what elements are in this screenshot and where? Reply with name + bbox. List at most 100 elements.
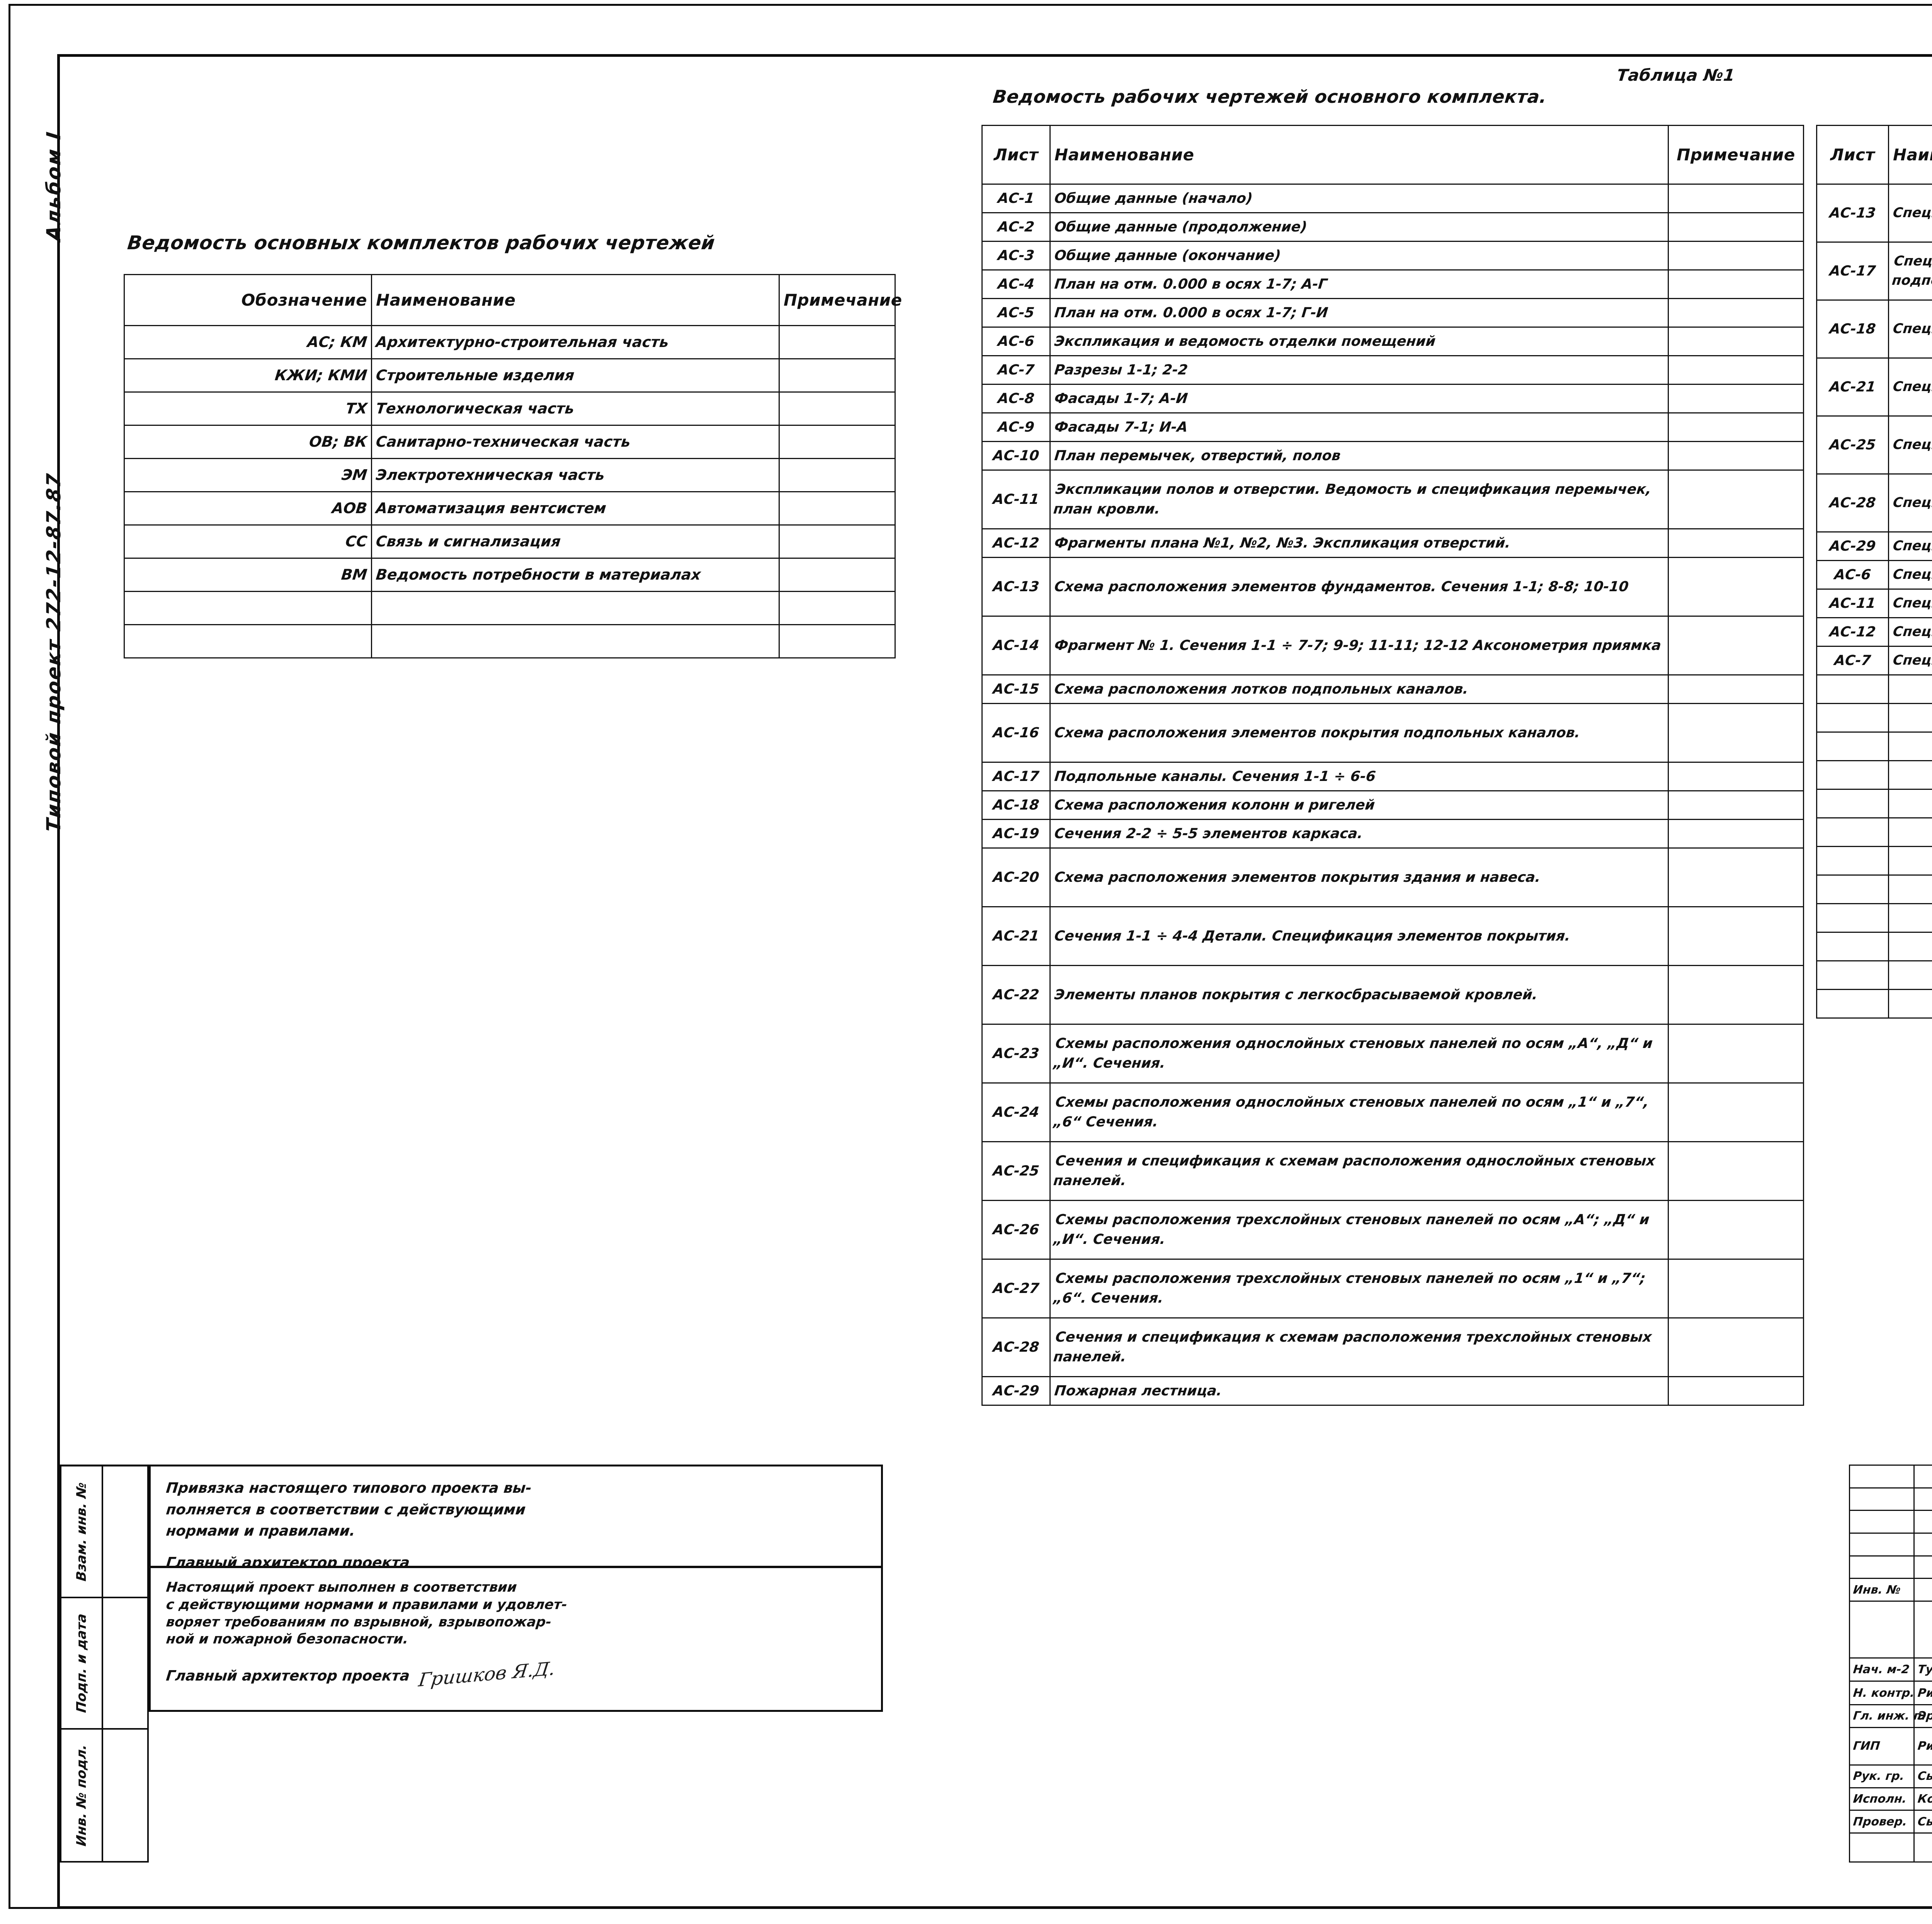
cell-spec-name: Спецификация элементов к схемам располож…: [1888, 415, 1932, 475]
cell-drawing-name: Фрагменты плана №1, №2, №3. Экспликация …: [1049, 528, 1669, 558]
cell-primechanie: [779, 624, 896, 658]
cell-sheet-code: АС-19: [981, 819, 1051, 849]
cell-sheet-code: [1816, 932, 1889, 961]
table-main-sets-header-row: Обозначение Наименование Примечание: [124, 274, 902, 326]
cell-oboznachenie-text: ВМ: [340, 566, 368, 583]
table-row: АС-11 Экспликации полов и отверстии. Ведо…: [981, 470, 1804, 529]
sheet-inner-frame: [57, 54, 1932, 1909]
table-row: АС-22 Элементы планов покрытия с легкосбр…: [981, 965, 1804, 1025]
left-block: Ведомость основных комплектов рабочих че…: [124, 232, 902, 658]
header-naimenovanie-text: Наименование: [1893, 145, 1932, 164]
cell-oboznachenie: [124, 624, 372, 658]
stamp-signer-name: Кожурина: [1913, 1787, 1932, 1811]
stamp-rev-row-3: [1849, 1510, 1932, 1534]
cell-sheet-code-text: АС-16: [992, 725, 1040, 741]
table-row: АС-21 Сечения 1-1 ÷ 4-4 Детали. Специфика…: [981, 906, 1804, 966]
cell-primechanie: [779, 524, 896, 559]
table-row: [124, 591, 896, 625]
cell-naimenovanie-text: Санитарно-техническая часть: [375, 433, 631, 450]
cell-drawing-name: Фрагмент № 1. Сечения 1-1 ÷ 7-7; 9-9; 11…: [1049, 616, 1669, 675]
cell-sheet-code-text: АС-19: [992, 825, 1040, 842]
table-row: АС-19 Сечения 2-2 ÷ 5-5 элементов каркаса…: [981, 819, 1804, 849]
cell-primechanie: [779, 358, 896, 393]
cell-primechanie: [779, 458, 896, 492]
cell-naimenovanie: [371, 624, 780, 658]
header-list: Лист: [1816, 125, 1889, 185]
cell-drawing-name-text: Схемы расположения трехслойных стеновых …: [1053, 1212, 1650, 1248]
cell-sheet-code-text: АС-14: [992, 637, 1040, 653]
cell-primechanie: [1668, 470, 1804, 529]
cell-primechanie: [1668, 1200, 1804, 1260]
cell-naimenovanie-text: Технологическая часть: [375, 400, 575, 417]
cell-drawing-name: Схемы расположения однослойных стеновых …: [1049, 1082, 1669, 1142]
table-row: АС-26 Схемы расположения трехслойных стен…: [981, 1200, 1804, 1260]
cell-primechanie: [1668, 1141, 1804, 1201]
note2-line3: воряет требованиям по взрывной, взрывопо…: [165, 1614, 553, 1630]
cell-drawing-name: Схема расположения элементов фундаментов…: [1049, 557, 1669, 617]
table-row: [1816, 817, 1932, 847]
cell-primechanie: [779, 591, 896, 625]
cell-primechanie: [1668, 384, 1804, 413]
table-row: [1816, 874, 1932, 904]
table-row: АС-17 Подпольные каналы. Сечения 1-1 ÷ 6-…: [981, 762, 1804, 791]
stamp-rev-c2: [1913, 1510, 1932, 1534]
stamp-rev-c1: [1849, 1533, 1915, 1557]
left-block-title: Ведомость основных комплектов рабочих че…: [126, 232, 716, 254]
cell-sheet-code: АС-25: [981, 1141, 1051, 1201]
table-row: АС-29 Пожарная лестница.: [981, 1376, 1804, 1406]
cell-oboznachenie: ТХ: [124, 391, 372, 426]
cell-sheet-code-text: АС-18: [992, 797, 1040, 813]
cell-oboznachenie: ОВ; ВК: [124, 425, 372, 459]
cell-drawing-name-text: Схема расположения лотков подпольных кан…: [1053, 681, 1469, 697]
table-row: [1816, 932, 1932, 961]
cell-spec-name: Спецификация элементов к схеме расположе…: [1888, 357, 1932, 417]
header-list-text: Лист: [1830, 145, 1875, 164]
table-row: АОВ Автоматизация вентсистем: [124, 491, 896, 526]
cell-sheet-code-text: АС-13: [1828, 205, 1877, 221]
cell-primechanie: [1668, 819, 1804, 849]
cell-drawing-name: Общие данные (продолжение): [1049, 212, 1669, 242]
cell-sheet-code: [1816, 874, 1889, 904]
middle-block: Таблица №1 Ведомость рабочих чертежей ос…: [981, 66, 1804, 1406]
cell-oboznachenie-text: ОВ; ВК: [308, 433, 368, 450]
cell-spec-name-text: Спецификация элементов пожарной лестницы: [1892, 538, 1932, 554]
cell-sheet-code: АС-28: [1816, 473, 1889, 532]
cell-sheet-code: АС-18: [1816, 299, 1889, 359]
table-row: АС-7 Разрезы 1-1; 2-2: [981, 355, 1804, 385]
cell-drawing-name-text: Схема расположения элементов покрытия зд…: [1053, 869, 1541, 885]
cell-drawing-name-text: Сечения и спецификация к схемам располож…: [1053, 1329, 1653, 1365]
table-specifications: Лист Наименование Примечание АС-13 Специф…: [1816, 125, 1932, 1019]
cell-naimenovanie-text: Строительные изделия: [375, 366, 575, 384]
cell-oboznachenie: СС: [124, 524, 372, 559]
cell-drawing-name: Экспликации полов и отверстии. Ведомость…: [1049, 470, 1669, 529]
note2-line4: ной и пожарной безопасности.: [165, 1631, 409, 1647]
cell-drawing-name-text: Общие данные (окончание): [1053, 247, 1282, 264]
cell-sheet-code-text: АС-18: [1828, 321, 1877, 337]
table-row: АС-17 Спецификация элементов к схемам рас…: [1816, 242, 1932, 301]
stamp-signer-name: [1913, 1832, 1932, 1863]
vstamp-blank-3: [103, 1730, 147, 1861]
cell-spec-name: [1888, 960, 1932, 990]
stamp-signer-row-2: Н. контр. Рихирева Рихир: [1849, 1681, 1932, 1706]
cell-oboznachenie: [124, 591, 372, 625]
table-row: АС-21 Спецификация элементов к схеме расп…: [1816, 357, 1932, 417]
table-row: АС-27 Схемы расположения трехслойных стен…: [981, 1259, 1804, 1318]
cell-drawing-name-text: Схемы расположения трехслойных стеновых …: [1053, 1271, 1646, 1306]
cell-primechanie: [1668, 1024, 1804, 1084]
signer-name-5: Кожурина: [1917, 1792, 1932, 1806]
stamp-signer-row-4: ГИП Рихирева Рихир Р 1 36: [1849, 1727, 1932, 1766]
cell-drawing-name-text: Фрагмент № 1. Сечения 1-1 ÷ 7-7; 9-9; 11…: [1053, 637, 1662, 653]
vertical-stamp-labels: Взам. инв. № Подп. и дата Инв. № подл.: [60, 1465, 103, 1863]
stamp-rev-c1: [1849, 1601, 1915, 1659]
cell-drawing-name: Экспликация и ведомость отделки помещени…: [1049, 327, 1669, 356]
stamp-signer-role: Исполн.: [1849, 1787, 1915, 1811]
cell-sheet-code: АС-6: [1816, 560, 1889, 590]
cell-spec-name: [1888, 989, 1932, 1019]
cell-sheet-code: АС-7: [1816, 646, 1889, 675]
table-row: АС-12 Спецификация металлических изделий: [1816, 617, 1932, 647]
cell-primechanie: [1668, 212, 1804, 242]
table-row: ЭМ Электротехническая часть: [124, 458, 896, 492]
stamp-rev-c2: [1913, 1578, 1932, 1602]
cell-oboznachenie: АС; КМ: [124, 325, 372, 359]
signer-name-1: Рихирева: [1917, 1686, 1932, 1700]
